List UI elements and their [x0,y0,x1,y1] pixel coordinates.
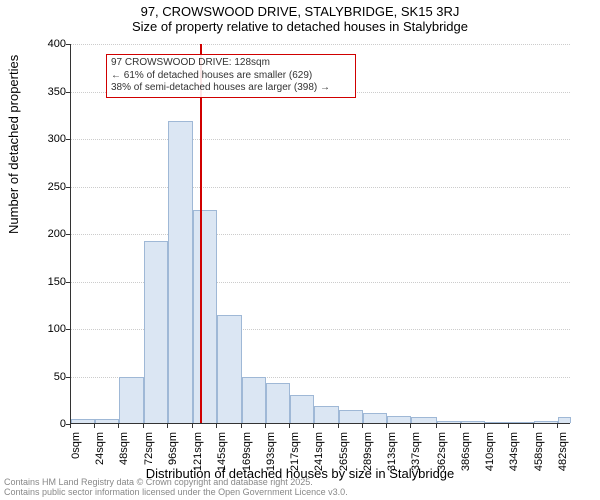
x-tick-label: 169sqm [241,432,253,476]
y-tick-mark [66,234,70,235]
x-tick-label: 410sqm [484,432,496,476]
annotation-line: 38% of semi-detached houses are larger (… [111,82,351,95]
x-tick-mark [241,424,242,428]
x-tick-mark [265,424,266,428]
x-tick-label: 337sqm [410,432,422,476]
histogram-bar [217,315,241,423]
x-tick-label: 241sqm [313,432,325,476]
x-tick-label: 434sqm [508,432,520,476]
x-tick-label: 217sqm [289,432,301,476]
histogram-bar [509,422,533,423]
reference-annotation: 97 CROWSWOOD DRIVE: 128sqm ← 61% of deta… [106,54,356,98]
x-tick-mark [143,424,144,428]
histogram-bar [144,241,168,423]
x-tick-mark [167,424,168,428]
histogram-bar [290,395,314,424]
histogram-bar [266,383,290,423]
x-tick-mark [410,424,411,428]
x-tick-label: 193sqm [265,432,277,476]
x-tick-label: 265sqm [338,432,350,476]
histogram-bar [339,410,363,423]
y-tick-label: 200 [26,228,66,240]
x-tick-label: 313sqm [386,432,398,476]
histogram-bar [485,422,509,423]
chart-title-sub: Size of property relative to detached ho… [0,19,600,34]
y-tick-mark [66,329,70,330]
y-tick-label: 400 [26,38,66,50]
y-tick-label: 0 [26,418,66,430]
x-tick-mark [460,424,461,428]
annotation-line: 97 CROWSWOOD DRIVE: 128sqm [111,57,351,70]
x-tick-label: 458sqm [533,432,545,476]
histogram-bar [534,421,558,423]
histogram-bar [119,377,143,423]
histogram-bar [71,419,95,423]
x-tick-label: 289sqm [362,432,374,476]
x-tick-mark [362,424,363,428]
chart-plot-area [70,44,570,424]
x-tick-mark [338,424,339,428]
histogram-bar [437,421,461,423]
histogram-bar [168,121,193,423]
x-tick-mark [533,424,534,428]
x-tick-label: 362sqm [436,432,448,476]
y-tick-label: 300 [26,133,66,145]
x-tick-label: 145sqm [216,432,228,476]
footer-attribution: Contains HM Land Registry data © Crown c… [4,478,596,498]
reference-line [200,44,202,423]
x-tick-label: 482sqm [557,432,569,476]
gridline [71,234,570,235]
x-tick-label: 24sqm [94,432,106,476]
x-tick-label: 48sqm [118,432,130,476]
y-tick-mark [66,187,70,188]
x-tick-mark [508,424,509,428]
histogram-bar [411,417,436,423]
x-tick-mark [192,424,193,428]
y-tick-mark [66,282,70,283]
x-tick-mark [70,424,71,428]
y-tick-label: 150 [26,276,66,288]
x-tick-label: 121sqm [192,432,204,476]
x-tick-mark [313,424,314,428]
y-tick-label: 350 [26,86,66,98]
gridline [71,44,570,45]
histogram-bar [363,413,387,423]
y-tick-mark [66,139,70,140]
x-tick-mark [118,424,119,428]
footer-line: Contains public sector information licen… [4,488,596,498]
y-tick-label: 100 [26,323,66,335]
histogram-bar [461,421,485,423]
histogram-bar [95,419,119,423]
x-tick-mark [484,424,485,428]
x-tick-label: 96sqm [167,432,179,476]
x-tick-mark [216,424,217,428]
gridline [71,139,570,140]
x-tick-mark [436,424,437,428]
x-tick-mark [94,424,95,428]
y-tick-mark [66,377,70,378]
y-tick-label: 250 [26,181,66,193]
x-tick-mark [289,424,290,428]
histogram-bar [558,417,571,423]
x-tick-label: 386sqm [460,432,472,476]
histogram-bar [314,406,338,423]
histogram-bar [193,210,217,423]
gridline [71,187,570,188]
x-tick-label: 0sqm [70,432,82,476]
y-axis-label: Number of detached properties [6,55,21,234]
x-tick-label: 72sqm [143,432,155,476]
y-tick-mark [66,44,70,45]
x-tick-mark [557,424,558,428]
annotation-line: ← 61% of detached houses are smaller (62… [111,70,351,83]
chart-title-main: 97, CROWSWOOD DRIVE, STALYBRIDGE, SK15 3… [0,4,600,19]
histogram-bar [242,377,266,423]
y-tick-label: 50 [26,371,66,383]
histogram-bar [387,416,411,423]
y-tick-mark [66,92,70,93]
x-tick-mark [386,424,387,428]
